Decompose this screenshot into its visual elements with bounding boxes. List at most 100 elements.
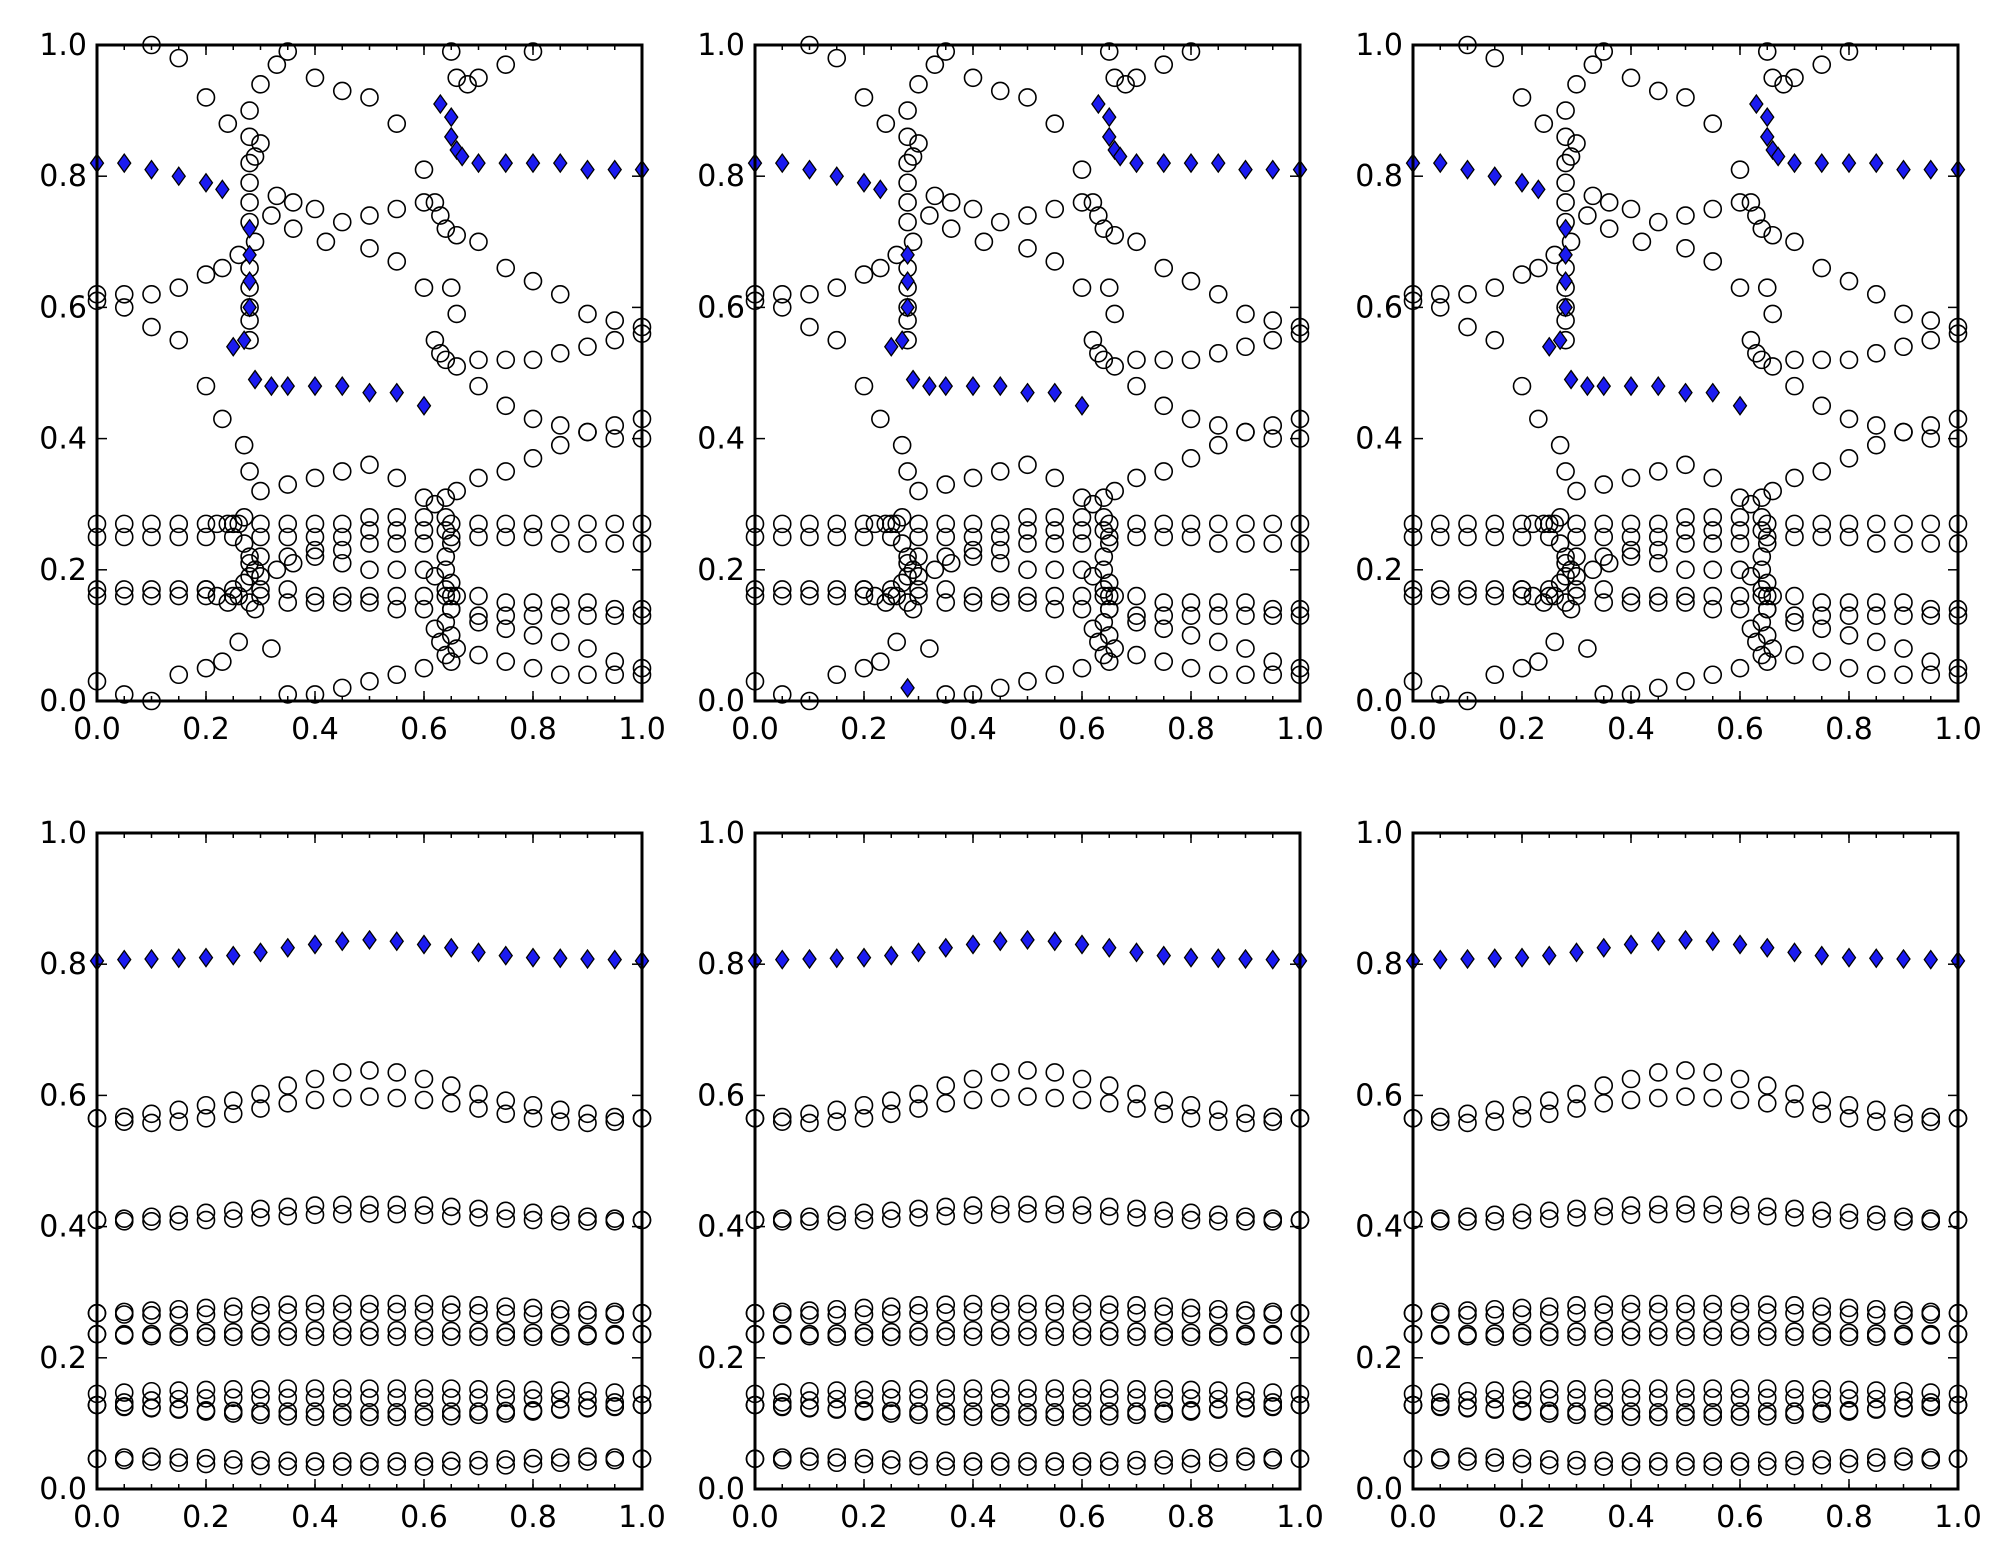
circle-point	[1208, 1399, 1228, 1419]
circle-point	[936, 1197, 956, 1217]
circle-point	[1730, 1320, 1750, 1340]
diamond-point	[416, 395, 432, 416]
circle-point	[436, 645, 456, 665]
circle-point	[963, 1327, 983, 1347]
circle-point	[1181, 1305, 1201, 1324]
diamond-point	[1923, 949, 1939, 970]
circle-point	[196, 265, 216, 284]
circle-point	[1018, 1294, 1037, 1314]
circle-point	[1263, 1383, 1283, 1402]
diamond-point	[443, 107, 459, 128]
circle-point	[305, 586, 325, 606]
circle-point	[1757, 1197, 1777, 1217]
circle-point	[1567, 1296, 1586, 1315]
circle-point	[1485, 514, 1505, 534]
circle-point	[1730, 508, 1750, 527]
circle-point	[800, 580, 819, 599]
circle-point	[1094, 560, 1114, 580]
circle-point	[827, 1389, 847, 1409]
circle-point	[360, 1302, 379, 1322]
circle-point	[1839, 1327, 1859, 1347]
circle-point	[1529, 652, 1548, 671]
circle-point	[827, 1212, 847, 1231]
circle-point	[1757, 1093, 1777, 1113]
circle-point	[414, 1205, 434, 1225]
diamond-point	[1569, 942, 1584, 963]
circle-point	[1485, 580, 1505, 599]
circle-point	[169, 1299, 189, 1319]
circle-point	[1894, 1391, 1913, 1410]
circle-point	[550, 1205, 570, 1225]
circle-point	[1594, 42, 1614, 61]
circle-point	[387, 252, 407, 271]
circle-point	[1154, 1201, 1174, 1221]
circle-point	[1594, 547, 1614, 566]
circle-point	[800, 1207, 819, 1227]
circle-point	[800, 1452, 819, 1471]
circle-point	[387, 1379, 407, 1398]
circle-point	[550, 1448, 570, 1467]
circle-point	[1839, 1298, 1859, 1318]
circle-point	[881, 580, 901, 599]
circle-point	[1703, 1402, 1723, 1422]
circle-point	[523, 448, 543, 468]
circle-point	[142, 317, 161, 337]
circle-point	[827, 1453, 847, 1473]
circle-point	[1045, 521, 1065, 540]
circle-point	[1921, 514, 1941, 534]
circle-point	[909, 1099, 928, 1118]
circle-point	[1099, 1206, 1119, 1226]
circle-point	[1127, 1296, 1146, 1315]
circle-point	[1894, 304, 1913, 324]
circle-point	[1839, 271, 1859, 291]
circle-point	[305, 68, 325, 88]
circle-point	[360, 1204, 379, 1223]
circle-point	[1594, 475, 1614, 494]
circle-point	[1458, 1113, 1477, 1133]
diamond-point	[1868, 948, 1884, 969]
circle-point	[240, 173, 259, 193]
circle-point	[800, 284, 819, 304]
circle-point	[305, 1327, 325, 1347]
circle-point	[1181, 1210, 1201, 1230]
circle-point	[360, 88, 379, 107]
circle-point	[1839, 1389, 1859, 1408]
circle-point	[1181, 527, 1201, 547]
circle-point	[1594, 685, 1614, 704]
circle-point	[578, 639, 597, 658]
circle-point	[772, 685, 792, 704]
circle-point	[1894, 534, 1913, 553]
circle-point	[578, 1391, 597, 1410]
diamond-point	[1156, 945, 1172, 966]
circle-point	[1534, 114, 1554, 134]
circle-point	[1263, 416, 1283, 435]
diamond-point	[1531, 179, 1546, 200]
circle-point	[772, 1305, 792, 1324]
circle-point	[278, 1388, 298, 1408]
circle-point	[1866, 1448, 1886, 1467]
circle-point	[1757, 1303, 1777, 1322]
circle-point	[1485, 330, 1505, 350]
circle-point	[1812, 593, 1832, 612]
diamond-point	[144, 948, 159, 970]
circle-point	[1430, 284, 1450, 304]
circle-point	[196, 1380, 216, 1400]
circle-point	[332, 1402, 352, 1422]
circle-point	[963, 1302, 983, 1322]
circle-point	[936, 1206, 956, 1226]
circle-point	[218, 593, 238, 612]
circle-point	[1208, 435, 1228, 455]
circle-point	[1785, 350, 1804, 370]
circle-point	[903, 232, 923, 252]
circle-point	[169, 1327, 189, 1347]
circle-point	[360, 1087, 379, 1107]
circle-point	[1458, 1305, 1477, 1325]
circle-point	[1539, 1104, 1559, 1124]
circle-point	[1116, 75, 1135, 94]
circle-point	[854, 1448, 874, 1468]
circle-point	[223, 1201, 243, 1221]
circle-point	[447, 639, 467, 658]
circle-point	[1757, 1327, 1777, 1347]
circle-point	[1485, 1205, 1505, 1225]
circle-point	[1208, 284, 1228, 304]
